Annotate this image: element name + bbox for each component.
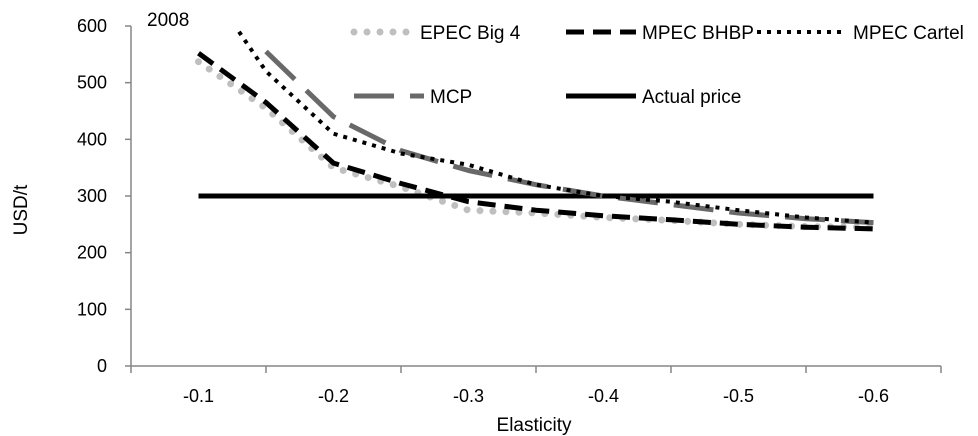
legend: EPEC Big 4 MPEC BHBP MPEC Cartel MCP Actual … [350,23,964,108]
series-line-mpec-bhbp [197,51,874,232]
x-axis-title: Elasticity [497,415,572,436]
y-tick-label: 100 [77,299,107,319]
series-layer [195,30,877,232]
x-tick-label: -0.6 [858,386,889,406]
x-tick-label: -0.2 [318,386,349,406]
series-line-epec-big-4 [195,58,877,231]
legend-label: MPEC Cartel [853,23,964,44]
x-tick-label: -0.5 [723,386,754,406]
y-tick-label: 600 [77,16,107,36]
legend-label: EPEC Big 4 [420,23,521,44]
x-axis-ticks: -0.1 -0.2 -0.3 -0.4 -0.5 -0.6 [130,366,942,406]
legend-label: MCP [430,87,472,108]
plot-area: 0 100 200 300 400 500 600 -0.1 -0.2 -0.3 -0.4 -0.5… [77,16,942,406]
y-tick-label: 500 [77,73,107,93]
y-axis-title: USD/t [11,184,32,235]
y-tick-label: 0 [97,356,107,376]
y-tick-label: 300 [77,186,107,206]
x-tick-label: -0.4 [588,386,619,406]
y-tick-label: 400 [77,129,107,149]
y-tick-label: 200 [77,243,107,263]
legend-label: MPEC BHBP [642,23,754,44]
chart-annotation: 2008 [147,10,189,31]
legend-label: Actual price [642,87,741,108]
x-tick-label: -0.1 [183,386,214,406]
y-axis-ticks: 0 100 200 300 400 500 600 [77,16,131,376]
x-tick-label: -0.3 [453,386,484,406]
